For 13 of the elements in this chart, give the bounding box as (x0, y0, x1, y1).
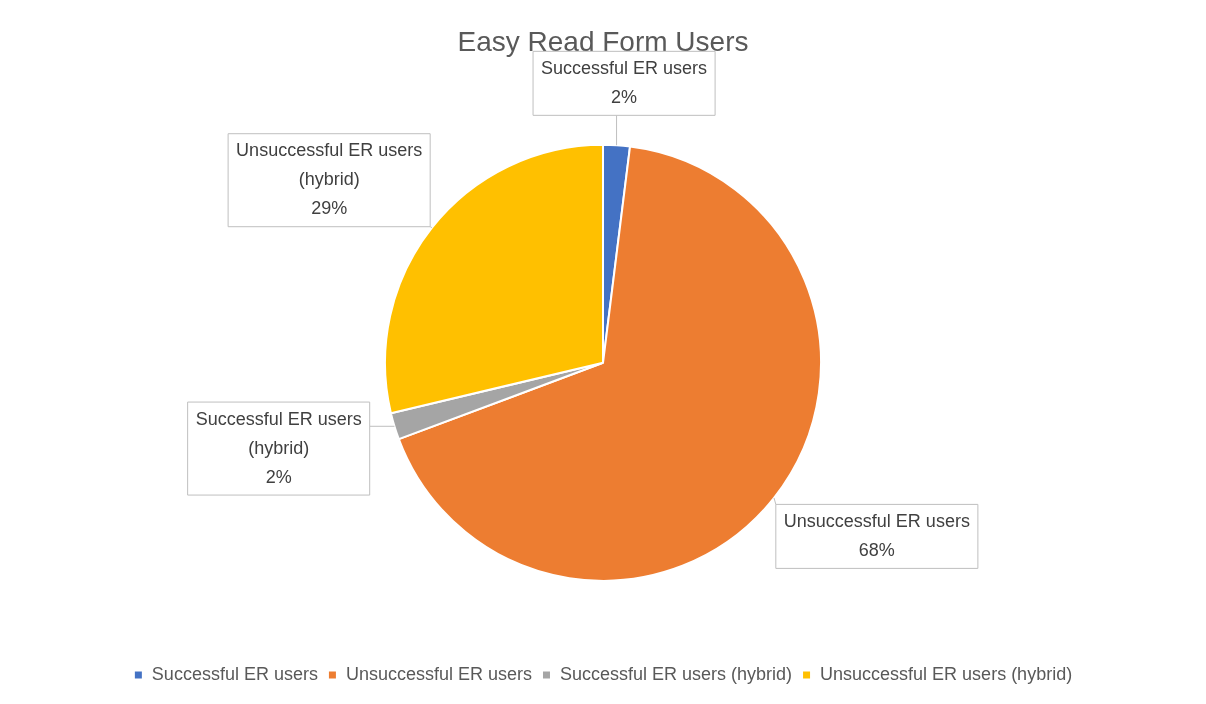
legend-label: Unsuccessful ER users (hybrid) (820, 663, 1073, 684)
legend-label: Unsuccessful ER users (345, 663, 532, 684)
legend-label: Successful ER users (151, 663, 318, 684)
slice-label: Unsuccessful ER users (783, 510, 970, 531)
legend-label: Successful ER users (hybrid) (559, 663, 793, 684)
slice-label: Successful ER users (541, 57, 708, 78)
data-label: 68% (858, 539, 895, 560)
data-label: 2% (611, 86, 638, 107)
slice-label: Successful ER users (hybrid) (195, 408, 362, 458)
chart-title: Easy Read Form Users (457, 25, 749, 57)
data-label: 2% (265, 466, 292, 487)
data-label: 29% (311, 198, 348, 219)
slice-label: Unsuccessful ER users (hybrid) (236, 140, 423, 190)
